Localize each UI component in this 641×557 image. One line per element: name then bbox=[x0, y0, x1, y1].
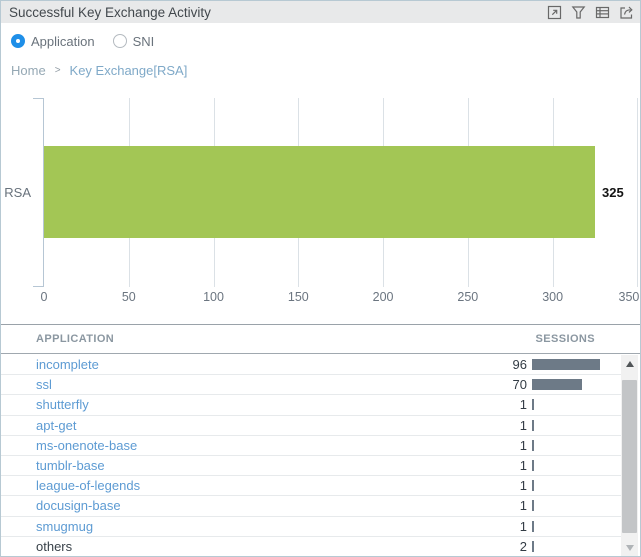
bar-value-label: 325 bbox=[602, 185, 624, 200]
sessions-value: 1 bbox=[519, 458, 527, 474]
sessions-bar-cell bbox=[527, 379, 621, 391]
x-gridline bbox=[637, 98, 639, 287]
table-row: apt-get 1 bbox=[1, 416, 621, 436]
x-axis-tick-label: 250 bbox=[457, 290, 479, 304]
radio-unselected-icon bbox=[112, 34, 127, 48]
application-link[interactable]: tumblr-base bbox=[36, 458, 105, 474]
scroll-down-button[interactable] bbox=[621, 539, 638, 556]
table-view-icon[interactable] bbox=[595, 5, 610, 20]
application-label: others bbox=[36, 539, 73, 555]
application-link[interactable]: ms-onenote-base bbox=[36, 437, 138, 453]
sessions-bar bbox=[532, 500, 534, 512]
sessions-bar-cell bbox=[527, 359, 621, 371]
sessions-bar bbox=[532, 359, 600, 371]
x-axis-tick-label: 300 bbox=[542, 290, 564, 304]
application-link[interactable]: league-of-legends bbox=[36, 478, 141, 494]
radio-option-label: SNI bbox=[132, 33, 155, 49]
table-row: docusign-base 1 bbox=[1, 496, 621, 517]
widget-title: Successful Key Exchange Activity bbox=[9, 4, 211, 20]
y-axis-category-label: RSA bbox=[4, 185, 31, 200]
sessions-bar-cell bbox=[527, 480, 621, 492]
scroll-up-icon bbox=[625, 360, 634, 367]
table-header: APPLICATION SESSIONS bbox=[1, 324, 640, 354]
table-row: ssl 70 bbox=[1, 375, 621, 396]
application-link[interactable]: docusign-base bbox=[36, 498, 121, 514]
sessions-value: 1 bbox=[519, 417, 527, 433]
radio-application[interactable]: Application bbox=[11, 34, 95, 49]
x-axis-tick-label: 50 bbox=[121, 290, 136, 304]
application-link[interactable]: incomplete bbox=[36, 357, 99, 373]
sessions-bar-cell bbox=[527, 419, 621, 431]
radio-selected-icon bbox=[11, 34, 25, 48]
table-row: incomplete 96 bbox=[1, 355, 621, 376]
breadcrumb: Home > Key Exchange[RSA] bbox=[11, 63, 187, 78]
sessions-bar bbox=[532, 520, 534, 532]
sessions-bar-cell bbox=[527, 460, 621, 472]
sessions-value: 1 bbox=[519, 437, 527, 453]
titlebar-actions bbox=[547, 5, 634, 20]
x-axis-tick-label: 100 bbox=[203, 290, 224, 304]
sessions-bar-cell bbox=[527, 399, 621, 411]
sessions-bar bbox=[532, 541, 534, 553]
sessions-bar-cell bbox=[527, 520, 621, 532]
maximize-icon[interactable] bbox=[547, 5, 562, 20]
application-link[interactable]: apt-get bbox=[36, 417, 77, 433]
sessions-value: 2 bbox=[519, 539, 527, 555]
y-axis bbox=[33, 98, 44, 287]
sessions-bar bbox=[532, 419, 534, 431]
breadcrumb-home-link[interactable]: Home bbox=[11, 63, 46, 78]
sessions-bar-cell bbox=[527, 541, 621, 553]
sessions-value: 1 bbox=[519, 518, 527, 534]
radio-option-label: Application bbox=[31, 33, 95, 49]
radio-sni[interactable]: SNI bbox=[112, 33, 155, 49]
table-row: tumblr-base 1 bbox=[1, 456, 621, 477]
export-icon[interactable] bbox=[619, 5, 634, 20]
sessions-value: 1 bbox=[519, 478, 527, 494]
x-axis-tick-label: 350 bbox=[618, 290, 640, 304]
rsa-bar[interactable] bbox=[44, 146, 595, 238]
table-row: others 2 bbox=[1, 537, 621, 556]
x-axis-tick-label: 150 bbox=[287, 290, 309, 304]
breadcrumb-separator: > bbox=[54, 65, 61, 76]
column-header-application[interactable]: APPLICATION bbox=[36, 333, 115, 345]
table-body: incomplete 96 ssl 70 shutterfly 1 apt-get 1 ms-o… bbox=[1, 355, 621, 556]
bar-chart: RSA 325 0 50 100 150 200 250 300 350 bbox=[1, 89, 640, 314]
table-row: league-of-legends 1 bbox=[1, 476, 621, 497]
table-row: smugmug 1 bbox=[1, 517, 621, 537]
sessions-bar bbox=[532, 460, 534, 472]
sessions-bar bbox=[532, 379, 582, 391]
sessions-value: 1 bbox=[519, 498, 527, 514]
table-row: shutterfly 1 bbox=[1, 395, 621, 416]
table-row: ms-onenote-base 1 bbox=[1, 436, 621, 456]
view-toggle: Application SNI bbox=[11, 32, 154, 50]
breadcrumb-current: Key Exchange[RSA] bbox=[69, 63, 188, 78]
column-header-sessions[interactable]: SESSIONS bbox=[535, 333, 595, 345]
sessions-bar-cell bbox=[527, 500, 621, 512]
x-axis-tick-label: 200 bbox=[372, 290, 394, 304]
filter-icon[interactable] bbox=[571, 5, 586, 20]
x-axis-tick-label: 0 bbox=[40, 290, 48, 304]
sessions-bar bbox=[532, 399, 534, 411]
sessions-value: 96 bbox=[512, 357, 527, 373]
scroll-up-button[interactable] bbox=[621, 355, 638, 372]
table-scrollbar[interactable] bbox=[621, 355, 638, 556]
application-link[interactable]: shutterfly bbox=[36, 397, 89, 413]
application-link[interactable]: smugmug bbox=[36, 518, 94, 534]
application-link[interactable]: ssl bbox=[36, 377, 52, 393]
scroll-down-icon bbox=[625, 544, 634, 551]
sessions-bar bbox=[532, 439, 534, 451]
sessions-bar bbox=[532, 480, 534, 492]
scrollbar-thumb[interactable] bbox=[622, 380, 637, 533]
widget-titlebar: Successful Key Exchange Activity bbox=[1, 1, 640, 23]
sessions-value: 1 bbox=[519, 397, 527, 413]
sessions-bar-cell bbox=[527, 439, 621, 451]
sessions-value: 70 bbox=[512, 377, 527, 393]
